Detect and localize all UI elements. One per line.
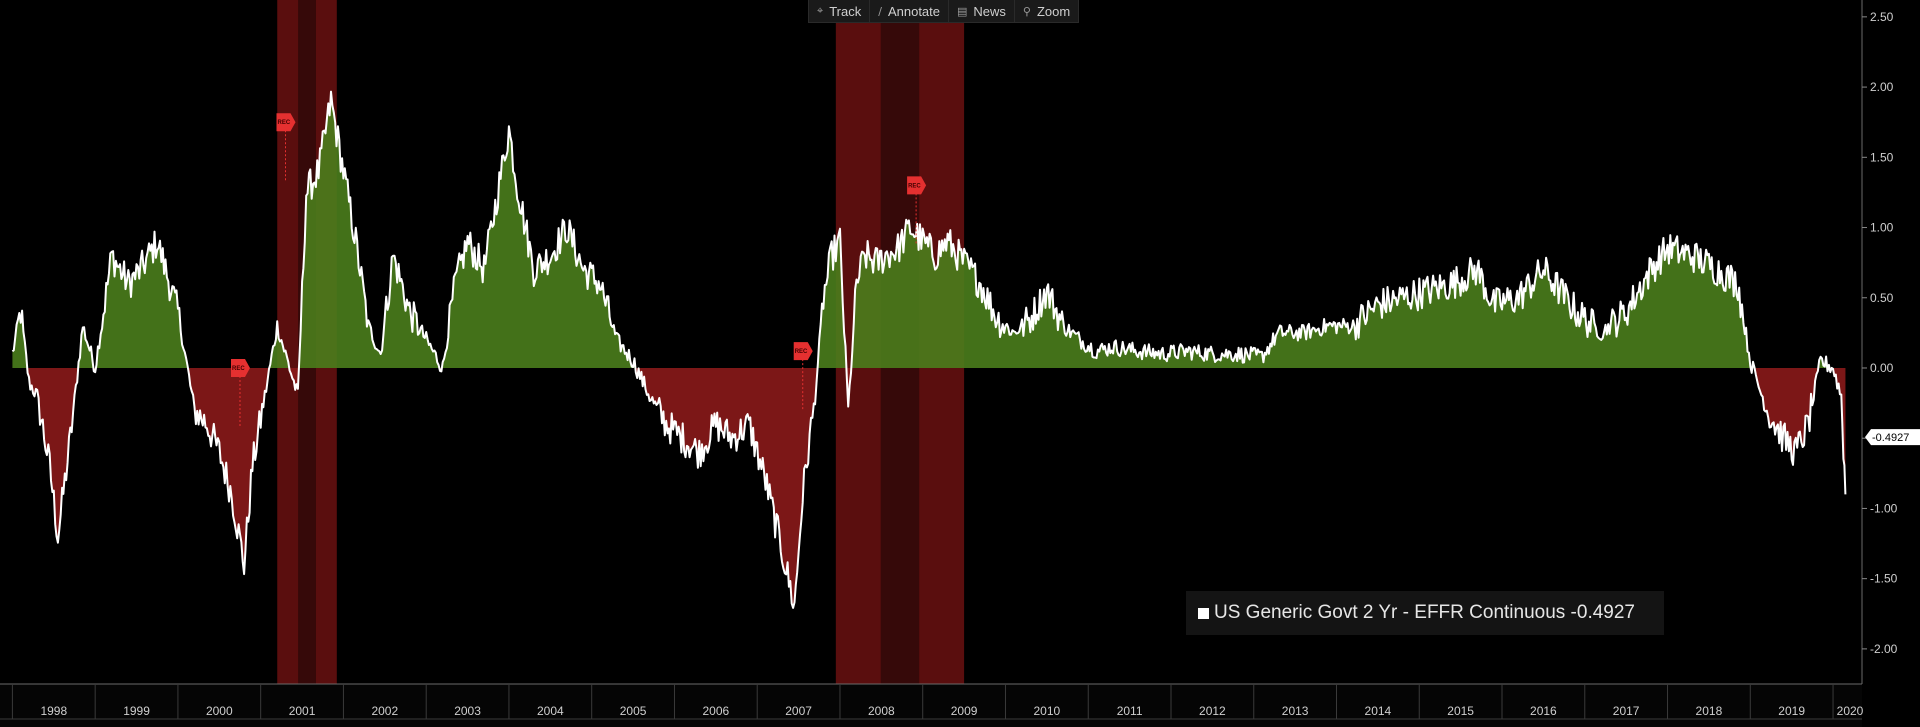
x-tick-label: 2010 bbox=[1034, 704, 1061, 718]
x-tick-label: 2018 bbox=[1696, 704, 1723, 718]
x-axis: 1998 1999 2000 2001 2002 2003 2004 2005 2006 2007… bbox=[0, 683, 1864, 727]
x-tick-label: 2019 bbox=[1778, 704, 1805, 718]
y-tick-label: 2.00 bbox=[1870, 80, 1894, 94]
crosshair-icon: ⌖ bbox=[817, 4, 824, 17]
news-label: News bbox=[973, 3, 1006, 19]
last-value-box bbox=[1865, 429, 1920, 446]
last-value-marker: -0.4927 bbox=[1865, 429, 1920, 446]
zoom-label: Zoom bbox=[1036, 3, 1071, 19]
legend-swatch bbox=[1198, 607, 1209, 619]
recession-flag-label: REC bbox=[232, 366, 245, 372]
x-tick-label: 2015 bbox=[1447, 704, 1474, 718]
recession-flag-4: REC bbox=[907, 176, 927, 246]
y-tick-label: 1.00 bbox=[1870, 221, 1894, 235]
x-tick-label: 2000 bbox=[206, 704, 233, 718]
last-value-label: -0.4927 bbox=[1872, 432, 1909, 444]
x-tick-label: 2011 bbox=[1117, 704, 1143, 718]
x-tick-label: 2009 bbox=[951, 704, 978, 718]
track-button[interactable]: ⌖ Track bbox=[809, 0, 871, 22]
series-line bbox=[11, 90, 1847, 609]
recession-flag-3: REC bbox=[793, 342, 813, 412]
recession-flag-label: REC bbox=[908, 183, 921, 189]
x-tick-label: 2012 bbox=[1199, 704, 1226, 718]
recession-flag-1: REC bbox=[230, 358, 250, 428]
annotate-button[interactable]: ∕ Annotate bbox=[870, 0, 949, 22]
y-tick-label: 1.50 bbox=[1870, 150, 1894, 164]
x-tick-label: 2007 bbox=[785, 704, 812, 718]
x-tick-label: 2008 bbox=[868, 704, 895, 718]
chart-toolbar: ⌖ Track ∕ Annotate ▤ News ⚲ Zoom bbox=[808, 0, 1080, 23]
recession-flag-2: REC bbox=[276, 113, 296, 183]
news-icon: ▤ bbox=[957, 4, 968, 18]
y-tick-label: -2.00 bbox=[1870, 642, 1898, 656]
legend-label: US Generic Govt 2 Yr - EFFR Continuous -… bbox=[1214, 602, 1635, 623]
x-tick-label: 2005 bbox=[620, 704, 647, 718]
x-tick-label: 2017 bbox=[1613, 704, 1640, 718]
x-tick-label: 2002 bbox=[371, 704, 398, 718]
recession-flag-label: REC bbox=[278, 120, 291, 126]
series-line-layer bbox=[11, 90, 1847, 609]
recession-flag-shape bbox=[276, 113, 296, 132]
x-tick-label: 2004 bbox=[537, 704, 564, 718]
recession-flag-label: REC bbox=[795, 349, 808, 355]
chart-legend: US Generic Govt 2 Yr - EFFR Continuous -… bbox=[1186, 591, 1664, 635]
recession-flag-shape bbox=[230, 358, 250, 377]
news-button[interactable]: ▤ News bbox=[949, 0, 1015, 22]
x-axis-band bbox=[0, 684, 1862, 727]
y-axis: -2.00-1.50-1.00-0.500.000.501.001.502.00… bbox=[1861, 0, 1898, 684]
x-tick-label: 2016 bbox=[1530, 704, 1557, 718]
magnifier-icon: ⚲ bbox=[1022, 4, 1031, 18]
x-tick-label: 2003 bbox=[454, 704, 481, 718]
y-tick-label: -1.50 bbox=[1870, 572, 1898, 586]
x-tick-label: 1999 bbox=[123, 704, 150, 718]
track-label: Track bbox=[829, 3, 862, 19]
pencil-icon: ∕ bbox=[878, 4, 882, 18]
y-tick-label: 0.50 bbox=[1870, 291, 1894, 305]
recession-flag-shape bbox=[907, 176, 927, 195]
y-tick-label: -1.00 bbox=[1870, 501, 1898, 515]
annotate-label: Annotate bbox=[887, 3, 940, 19]
y-tick-label: 0.00 bbox=[1870, 361, 1894, 375]
x-tick-label: 2001 bbox=[289, 704, 316, 718]
x-tick-label: 2006 bbox=[702, 704, 729, 718]
recession-flags: REC REC REC REC bbox=[230, 113, 927, 428]
negative-area bbox=[12, 367, 1846, 608]
x-tick-label: 2013 bbox=[1282, 704, 1309, 718]
x-tick-label: 2020 bbox=[1837, 704, 1864, 718]
x-tick-label: 1998 bbox=[40, 704, 67, 718]
y-tick-label: 2.50 bbox=[1870, 10, 1894, 24]
x-tick-label: 2014 bbox=[1365, 704, 1392, 718]
zoom-button[interactable]: ⚲ Zoom bbox=[1015, 0, 1078, 22]
recession-flag-shape bbox=[793, 342, 813, 361]
